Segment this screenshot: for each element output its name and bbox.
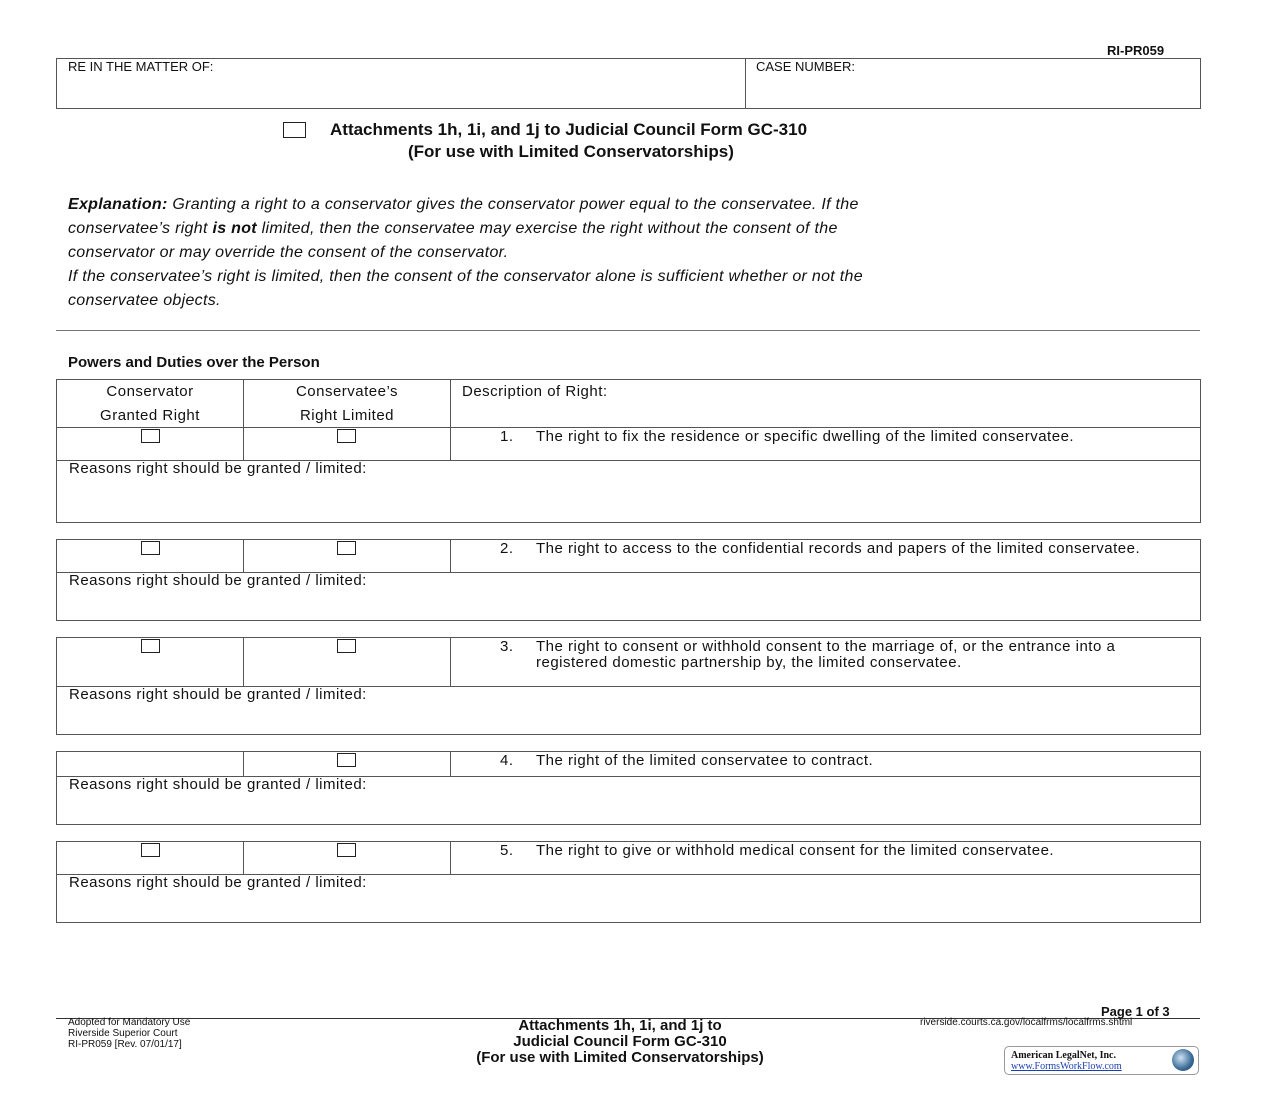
limited-checkbox[interactable] [337, 429, 356, 443]
header-limited-line1: Conservatee’s [295, 383, 399, 400]
right-text: The right of the limited conservatee to … [536, 752, 874, 769]
right-description: 3. The right to consent or withhold conse… [450, 637, 1201, 687]
header-description-label: Description of Right: [462, 383, 608, 400]
limited-checkbox[interactable] [337, 541, 356, 555]
reasons-field[interactable]: Reasons right should be granted / limite… [56, 686, 1201, 735]
limited-cell [243, 751, 451, 777]
header-description: Description of Right: [450, 379, 1201, 428]
header-granted: Conservator Granted Right [56, 379, 244, 428]
right-number: 2. [500, 540, 514, 557]
granted-cell [56, 637, 244, 687]
granted-cell [56, 751, 244, 777]
form-id: RI-PR059 [1107, 43, 1165, 58]
right-number: 3. [500, 638, 514, 655]
footer-rule [56, 1018, 1200, 1019]
granted-cell [56, 539, 244, 573]
globe-icon [1172, 1049, 1194, 1071]
explanation-text: Granting a right to a conservator gives … [167, 196, 859, 213]
limited-cell [243, 427, 451, 461]
header-granted-line1: Conservator [106, 383, 194, 400]
right-text: The right to give or withhold medical co… [536, 842, 1055, 859]
footer-court: Riverside Superior Court [68, 1028, 178, 1039]
limited-checkbox[interactable] [337, 639, 356, 653]
limited-checkbox[interactable] [337, 843, 356, 857]
right-text: The right to access to the confidential … [536, 540, 1141, 557]
divider [56, 330, 1200, 331]
limited-cell [243, 841, 451, 875]
page-number: Page 1 of 3 [1101, 1004, 1170, 1019]
right-number: 1. [500, 428, 514, 445]
granted-cell [56, 427, 244, 461]
right-text: The right to fix the residence or specif… [536, 428, 1075, 445]
explanation-line3: conservator or may override the consent … [68, 244, 509, 261]
right-number: 4. [500, 752, 514, 769]
reasons-label: Reasons right should be granted / limite… [69, 572, 367, 589]
granted-checkbox[interactable] [141, 843, 160, 857]
explanation-line1: Explanation: Granting a right to a conse… [68, 196, 859, 214]
matter-field[interactable]: RE IN THE MATTER OF: [56, 58, 746, 109]
reasons-label: Reasons right should be granted / limite… [69, 686, 367, 703]
title-line2: (For use with Limited Conservatorships) [408, 142, 734, 161]
limited-checkbox[interactable] [337, 753, 356, 767]
explanation-line5: conservatee objects. [68, 292, 221, 309]
explanation-line4: If the conservatee’s right is limited, t… [68, 268, 863, 285]
header-limited-line2: Right Limited [299, 407, 395, 424]
explanation-line2: conservatee’s right is not limited, then… [68, 220, 838, 238]
footer-title-line1: Attachments 1h, 1i, and 1j to [518, 1017, 722, 1034]
footer-left: Adopted for Mandatory Use Riverside Supe… [68, 1017, 190, 1050]
title-line1: Attachments 1h, 1i, and 1j to Judicial C… [330, 120, 808, 139]
reasons-field[interactable]: Reasons right should be granted / limite… [56, 874, 1201, 923]
right-description: 1. The right to fix the residence or spec… [450, 427, 1201, 461]
explanation-text: conservatee’s right [68, 220, 213, 237]
granted-checkbox[interactable] [141, 429, 160, 443]
logo-url[interactable]: www.FormsWorkFlow.com [1011, 1061, 1122, 1072]
header-granted-line2: Granted Right [100, 407, 200, 424]
right-description: 2. The right to access to the confidentia… [450, 539, 1201, 573]
footer-title: Attachments 1h, 1i, and 1j to Judicial C… [380, 1018, 860, 1066]
reasons-field[interactable]: Reasons right should be granted / limite… [56, 460, 1201, 523]
right-number: 5. [500, 842, 514, 859]
footer-rev: RI-PR059 [Rev. 07/01/17] [68, 1039, 182, 1050]
explanation-label: Explanation: [68, 196, 168, 213]
granted-cell [56, 841, 244, 875]
limited-cell [243, 539, 451, 573]
right-description: 5. The right to give or withhold medical … [450, 841, 1201, 875]
explanation-emphasis: is not [212, 220, 257, 237]
logo-name: American LegalNet, Inc. [1011, 1050, 1116, 1061]
reasons-field[interactable]: Reasons right should be granted / limite… [56, 776, 1201, 825]
right-description: 4. The right of the limited conservatee t… [450, 751, 1201, 777]
explanation-text: limited, then the conservatee may exerci… [256, 220, 838, 237]
footer-title-line3: (For use with Limited Conservatorships) [476, 1049, 764, 1066]
case-number-field[interactable]: CASE NUMBER: [745, 58, 1201, 109]
case-number-label: CASE NUMBER: [756, 59, 855, 74]
footer-adopted: Adopted for Mandatory Use [68, 1017, 191, 1028]
footer-title-line2: Judicial Council Form GC-310 [513, 1033, 727, 1050]
reasons-label: Reasons right should be granted / limite… [69, 874, 367, 891]
attachment-checkbox[interactable] [283, 122, 306, 138]
reasons-field[interactable]: Reasons right should be granted / limite… [56, 572, 1201, 621]
limited-cell [243, 637, 451, 687]
section-title: Powers and Duties over the Person [68, 354, 320, 371]
granted-checkbox[interactable] [141, 639, 160, 653]
granted-checkbox[interactable] [141, 541, 160, 555]
reasons-label: Reasons right should be granted / limite… [69, 460, 367, 477]
footer-url[interactable]: riverside.courts.ca.gov/localfrms/localf… [920, 1017, 1133, 1028]
right-text: The right to consent or withhold consent… [536, 638, 1116, 671]
american-legalnet-logo[interactable]: American LegalNet, Inc. www.FormsWorkFlo… [1004, 1046, 1199, 1075]
header-limited: Conservatee’s Right Limited [243, 379, 451, 428]
reasons-label: Reasons right should be granted / limite… [69, 776, 367, 793]
matter-label: RE IN THE MATTER OF: [68, 59, 214, 74]
